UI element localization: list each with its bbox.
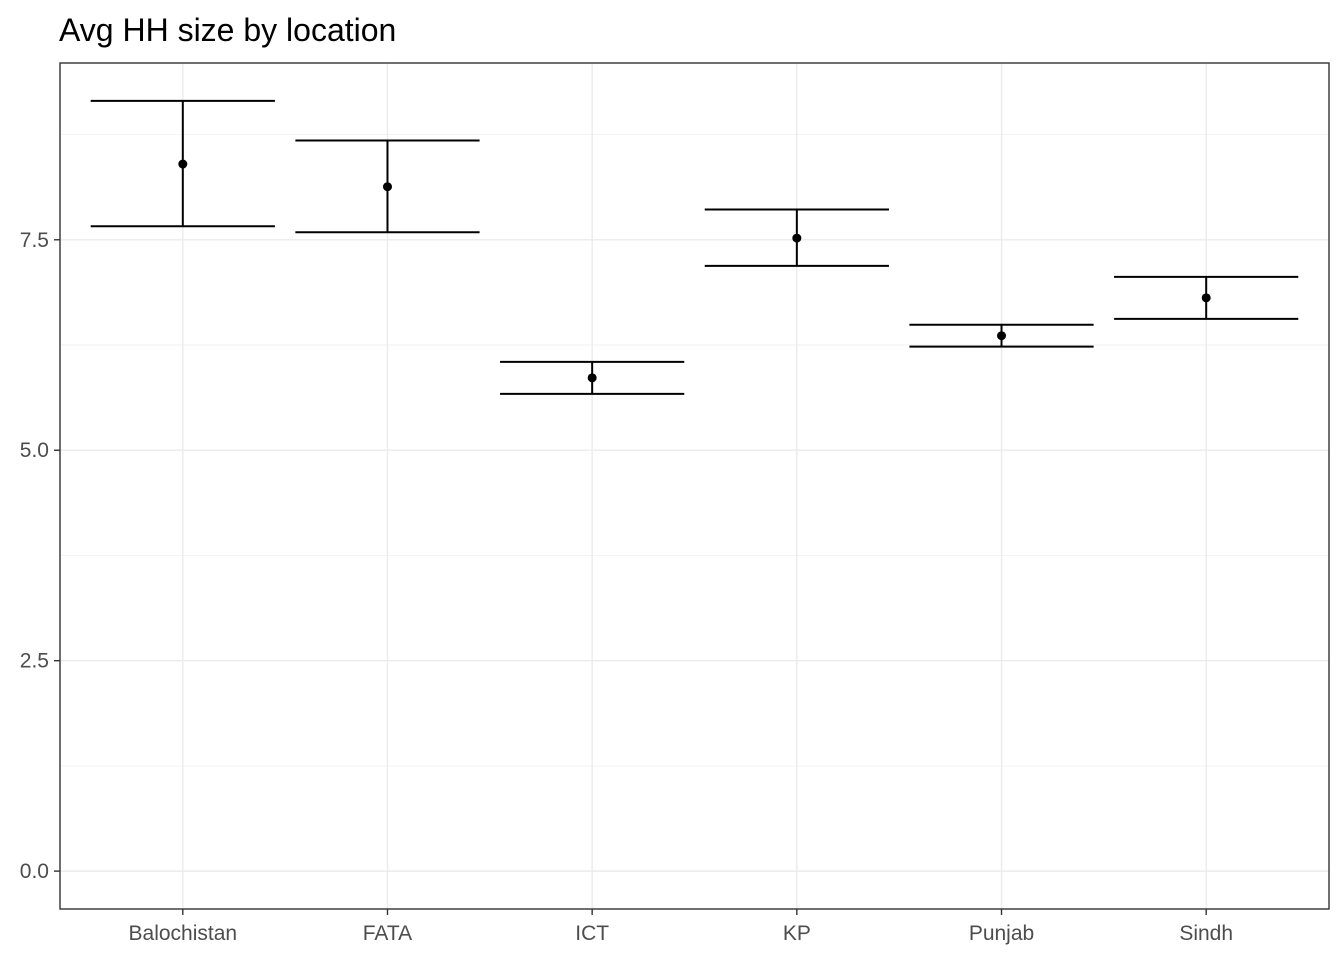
- x-tick-label: Sindh: [1179, 922, 1233, 945]
- y-tick-label: 2.5: [20, 650, 49, 673]
- grid: [60, 63, 1329, 909]
- x-tick-label: Balochistan: [129, 922, 238, 945]
- x-tick-label: KP: [783, 922, 811, 945]
- mean-points: [178, 159, 1211, 383]
- mean-point: [178, 159, 188, 169]
- mean-point: [792, 233, 802, 243]
- mean-point: [382, 182, 392, 192]
- x-tick-label: ICT: [575, 922, 609, 945]
- axes: 0.0 2.5 5.0 7.5 Balochistan FATA ICT KP Punjab Si…: [20, 229, 1233, 945]
- y-tick-label: 5.0: [20, 439, 49, 462]
- errorbars: [90, 99, 1299, 395]
- y-tick-label: 0.0: [20, 860, 49, 883]
- mean-point: [1201, 293, 1211, 303]
- chart-title: Avg HH size by location: [59, 12, 396, 48]
- x-tick-label: FATA: [363, 922, 412, 945]
- mean-point: [587, 373, 597, 383]
- panel-border: [59, 62, 1330, 910]
- mean-point: [997, 331, 1007, 341]
- y-tick-label: 7.5: [20, 229, 49, 252]
- x-tick-label: Punjab: [969, 922, 1034, 945]
